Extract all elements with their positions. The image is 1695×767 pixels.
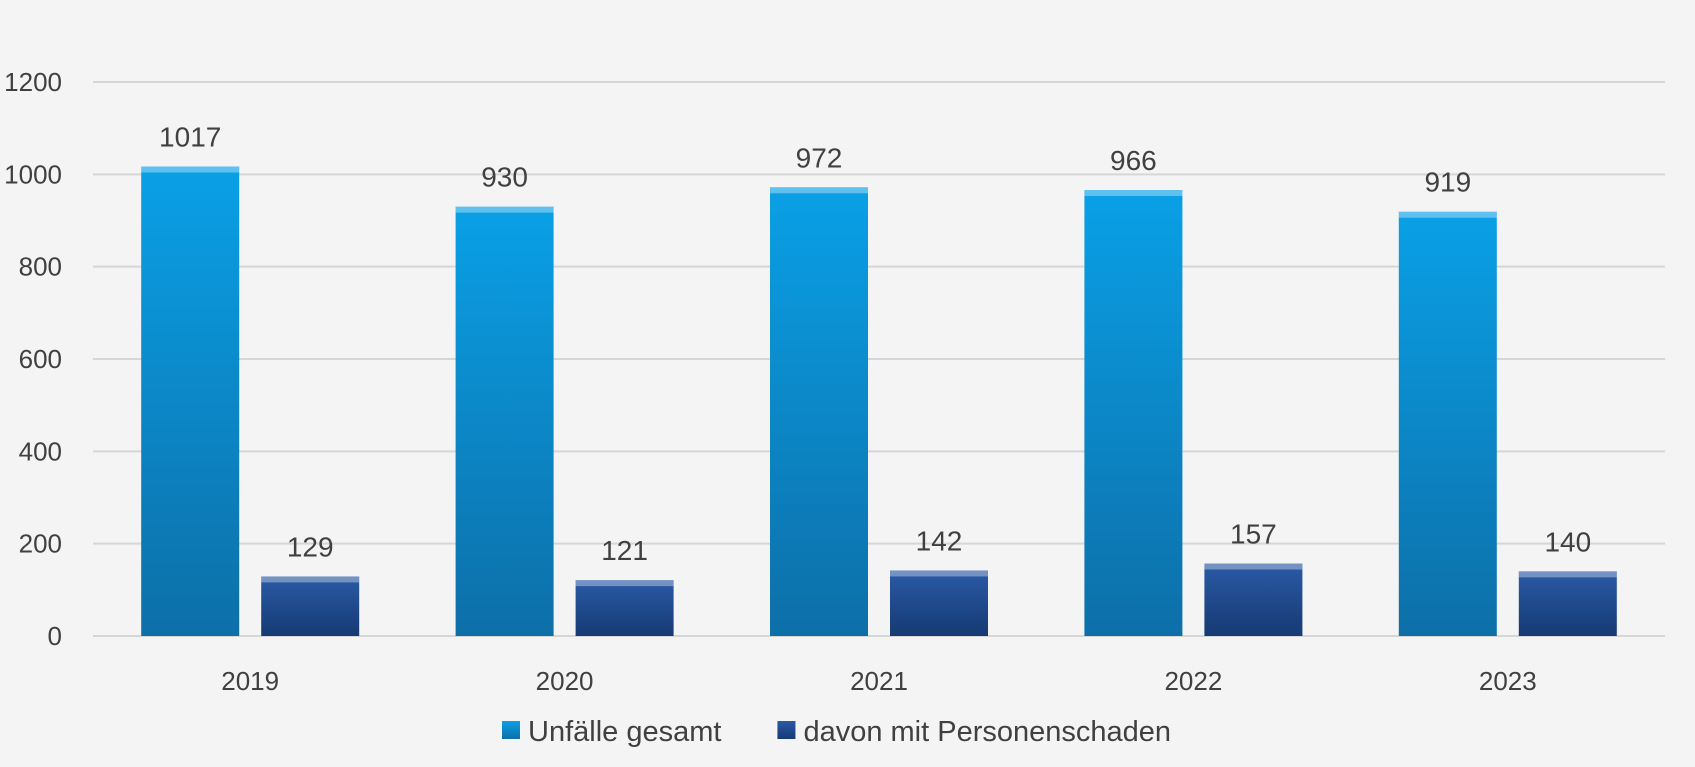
data-label: 966	[1110, 145, 1157, 176]
bar-unfaelle-gesamt-2021	[770, 187, 868, 636]
data-label: 140	[1544, 526, 1591, 557]
bar-unfaelle-gesamt-2020	[455, 206, 554, 636]
bar-personenschaden-2022	[1204, 563, 1303, 636]
data-label: 972	[796, 142, 843, 173]
bar-highlight	[141, 166, 240, 173]
data-label: 930	[481, 162, 528, 193]
bar-personenschaden-2021	[890, 570, 988, 636]
legend-swatch	[777, 721, 796, 739]
bar-unfaelle-gesamt-2019	[141, 166, 240, 637]
data-label: 142	[916, 525, 963, 556]
legend-label: davon mit Personenschaden	[803, 716, 1171, 748]
x-axis-ticks: 2019 2020 2021 2022 2023	[221, 666, 1536, 696]
data-label: 129	[287, 531, 334, 562]
bar-personenschaden-2019	[261, 576, 360, 636]
data-label: 157	[1230, 519, 1277, 550]
bar-unfaelle-gesamt-2022	[1084, 190, 1183, 636]
bar-highlight	[1084, 190, 1183, 197]
data-labels: 1017 129 930 121 972 142 966 157 919 140	[159, 121, 1591, 566]
x-tick-label: 2019	[221, 666, 279, 696]
data-label: 919	[1424, 167, 1471, 198]
bar-highlight	[575, 580, 674, 587]
bar-highlight	[261, 576, 360, 583]
y-tick-label: 200	[19, 529, 62, 559]
y-axis-ticks: 0 200 400 600 800 1000 1200	[4, 67, 62, 651]
bars	[141, 166, 1617, 637]
x-tick-label: 2022	[1164, 666, 1222, 696]
gridlines	[93, 81, 1665, 637]
y-tick-label: 1200	[4, 67, 62, 97]
x-tick-label: 2023	[1479, 666, 1537, 696]
bar-unfaelle-gesamt-2023	[1398, 211, 1497, 636]
y-tick-label: 800	[19, 252, 62, 282]
x-tick-label: 2020	[536, 666, 594, 696]
y-tick-label: 600	[19, 344, 62, 374]
y-tick-label: 1000	[4, 159, 62, 189]
bar-highlight	[1204, 563, 1303, 570]
x-tick-label: 2021	[850, 666, 908, 696]
bar-personenschaden-2020	[575, 580, 674, 636]
data-label: 1017	[159, 121, 221, 152]
data-label: 121	[601, 535, 648, 566]
legend: Unfälle gesamt davon mit Personenschaden	[502, 716, 1171, 748]
legend-label: Unfälle gesamt	[528, 716, 721, 748]
y-tick-label: 0	[48, 621, 62, 651]
bar-highlight	[770, 187, 868, 194]
legend-swatch	[502, 721, 520, 739]
y-tick-label: 400	[19, 436, 62, 466]
bar-personenschaden-2023	[1518, 571, 1617, 636]
bar-highlight	[455, 206, 554, 213]
bar-highlight	[1518, 571, 1617, 578]
bar-highlight	[1398, 211, 1497, 218]
bar-highlight	[890, 570, 988, 577]
